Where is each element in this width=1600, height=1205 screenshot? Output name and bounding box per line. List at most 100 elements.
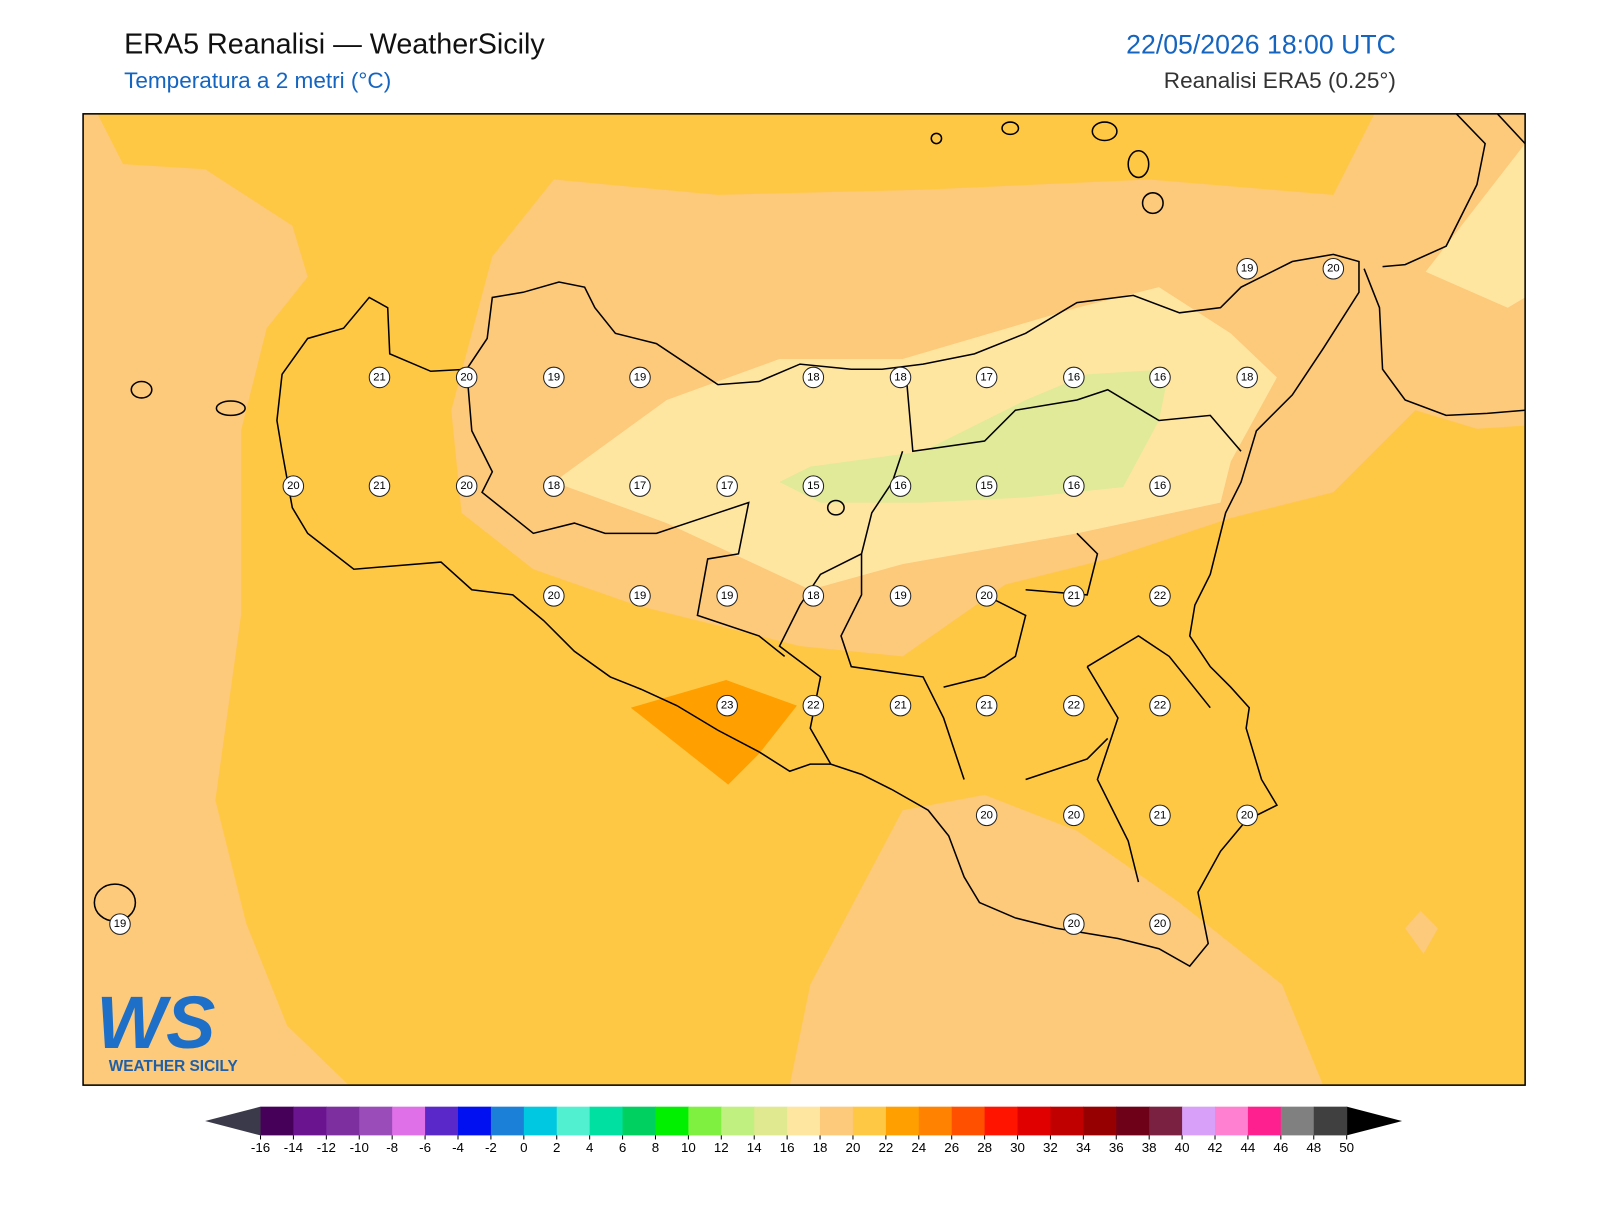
colorbar-box	[523, 1106, 558, 1136]
colorbar-box	[260, 1106, 294, 1136]
colorbar-box	[1280, 1106, 1315, 1136]
colorbar-box	[1215, 1106, 1249, 1136]
station-value: 21	[373, 371, 386, 383]
station-value: 19	[114, 918, 127, 930]
station-marker	[282, 475, 305, 497]
station-value: 20	[460, 371, 473, 383]
colorbar-label: 8	[652, 1140, 659, 1155]
field-16-18	[553, 287, 1277, 590]
station-marker	[543, 475, 565, 497]
station-marker	[455, 366, 478, 389]
colorbar-label: 30	[1010, 1140, 1025, 1155]
station-value: 20	[980, 809, 993, 821]
colorbar-box	[1247, 1106, 1282, 1136]
colorbar-box	[556, 1106, 591, 1136]
station-value: 22	[807, 700, 820, 712]
field-16-18	[1425, 143, 1526, 308]
colorbar-label: 28	[977, 1140, 992, 1155]
station-marker	[975, 804, 998, 827]
station-marker	[802, 475, 825, 497]
logo-mark: WS	[96, 981, 215, 1064]
station-value: 17	[721, 480, 734, 492]
station-marker	[543, 366, 565, 389]
colorbar-box	[885, 1106, 920, 1136]
colorbar-label: 0	[520, 1140, 527, 1155]
station-marker	[1149, 694, 1171, 717]
station-value: 20	[1327, 263, 1340, 275]
colorbar-label: 40	[1175, 1140, 1190, 1155]
colorbar-box	[359, 1106, 393, 1136]
station-value: 15	[980, 480, 993, 492]
map-frame	[82, 113, 1526, 1086]
station-marker	[716, 694, 738, 717]
station-marker	[1149, 913, 1171, 935]
source: Reanalisi ERA5 (0.25°)	[1164, 68, 1396, 93]
colorbar-label: 18	[813, 1140, 828, 1155]
colorbar-box	[293, 1106, 327, 1136]
station-value: 16	[894, 480, 907, 492]
station-value: 22	[1154, 700, 1167, 712]
stations: 21 20 19 19 18 18 17 16 16 18 19 20 20 21 20 18 17 17 15 16…	[109, 257, 1345, 935]
colorbar-box	[1083, 1106, 1117, 1136]
station-value: 21	[980, 700, 993, 712]
colorbar-box	[326, 1106, 360, 1136]
colorbar-box	[852, 1106, 887, 1136]
field-22-24	[630, 680, 797, 785]
station-marker	[1236, 366, 1258, 389]
colorbar-box	[951, 1106, 986, 1136]
station-value: 15	[807, 480, 820, 492]
colorbar-box	[820, 1106, 854, 1136]
colorbar-label: 6	[619, 1140, 626, 1155]
station-value: 19	[721, 590, 734, 602]
colorbar-label: 36	[1109, 1140, 1124, 1155]
station-marker	[716, 585, 738, 607]
colorbar-label: 44	[1241, 1140, 1256, 1155]
coastline	[93, 113, 1526, 968]
colorbar-box	[1149, 1106, 1183, 1136]
station-marker	[1063, 804, 1085, 827]
colorbar-box	[918, 1106, 953, 1136]
station-value: 18	[894, 371, 907, 383]
station-marker	[975, 475, 998, 497]
colorbar-label: 34	[1076, 1140, 1091, 1155]
station-value: 16	[1068, 480, 1081, 492]
field-18-20	[83, 113, 349, 1086]
colorbar-over	[1346, 1106, 1403, 1136]
station-value: 22	[1068, 700, 1081, 712]
station-value: 20	[1241, 809, 1254, 821]
colorbar-label: 22	[878, 1140, 893, 1155]
colorbar-label: -12	[317, 1140, 336, 1155]
station-value: 20	[548, 590, 561, 602]
station-marker	[1236, 804, 1258, 827]
station-value: 19	[634, 590, 647, 602]
field-18-20	[1405, 910, 1438, 954]
colorbar-box	[688, 1106, 722, 1136]
station-value: 21	[894, 700, 907, 712]
station-value: 20	[1068, 809, 1081, 821]
station-marker	[1149, 585, 1171, 607]
station-marker	[1149, 366, 1171, 389]
station-marker	[975, 585, 998, 607]
colorbar-box	[457, 1106, 492, 1136]
colorbar-label: 20	[846, 1140, 861, 1155]
logo-name: WEATHER SICILY	[109, 1058, 238, 1075]
station-value: 18	[807, 371, 820, 383]
station-value: 21	[1154, 809, 1167, 821]
station-value: 20	[460, 480, 473, 492]
colorbar-box	[490, 1106, 525, 1136]
colorbar-label: 42	[1208, 1140, 1223, 1155]
station-value: 17	[980, 371, 993, 383]
colorbar-box	[984, 1106, 1019, 1136]
station-value: 23	[721, 700, 734, 712]
datetime: 22/05/2026 18:00 UTC	[1126, 29, 1396, 59]
colorbar-box	[392, 1106, 426, 1136]
field-18-20	[789, 794, 1324, 1086]
station-marker	[368, 475, 391, 497]
colorbar-box	[589, 1106, 624, 1136]
station-marker	[1236, 257, 1258, 280]
colorbar-box	[425, 1106, 459, 1136]
station-marker	[1063, 694, 1085, 717]
station-value: 16	[1154, 480, 1167, 492]
colorbar-box	[622, 1106, 656, 1136]
